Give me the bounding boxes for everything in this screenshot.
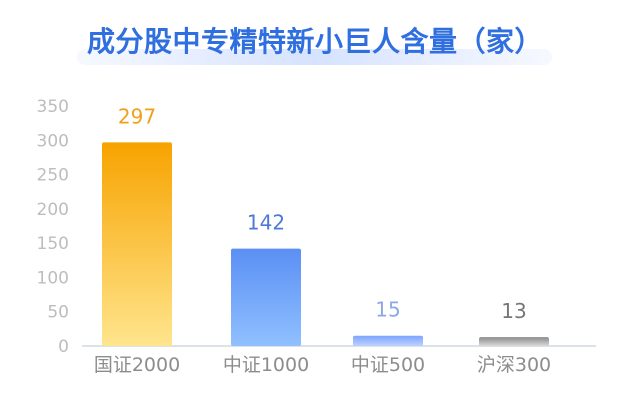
chart-title: 成分股中专精特新小巨人含量（家） [86, 25, 543, 58]
y-axis-labels: 0 50 100 150 200 250 300 350 [37, 97, 69, 357]
category-label-2: 中证1000 [223, 354, 309, 376]
value-label-2: 142 [247, 211, 285, 235]
bars [102, 142, 549, 346]
y-tick-label: 250 [37, 166, 69, 186]
y-tick-label: 100 [37, 268, 69, 288]
value-label-4: 13 [501, 299, 526, 323]
bar-4 [479, 337, 549, 346]
bar-2 [231, 248, 301, 346]
bar-1 [102, 142, 172, 346]
category-label-3: 中证500 [351, 354, 425, 376]
y-tick-label: 350 [37, 97, 69, 117]
chart-title-area: 成分股中专精特新小巨人含量（家） [0, 0, 630, 80]
y-tick-label: 0 [58, 337, 69, 357]
value-labels: 297 142 15 13 [118, 104, 527, 323]
value-label-1: 297 [118, 104, 156, 128]
title-highlight [77, 49, 552, 65]
y-tick-label: 300 [37, 131, 69, 151]
category-label-4: 沪深300 [477, 354, 551, 376]
category-label-1: 国证2000 [94, 354, 180, 376]
y-tick-label: 200 [37, 200, 69, 220]
y-tick-label: 150 [37, 234, 69, 254]
bar-3 [353, 335, 423, 346]
category-labels: 国证2000 中证1000 中证500 沪深300 [94, 354, 551, 376]
y-tick-label: 50 [47, 303, 69, 323]
value-label-3: 15 [375, 298, 400, 322]
